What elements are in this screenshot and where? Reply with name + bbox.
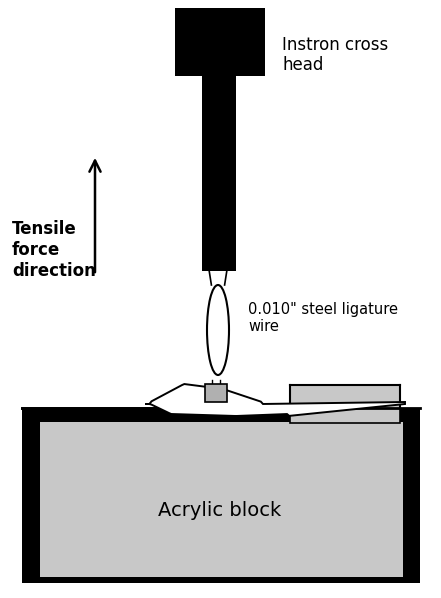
Bar xyxy=(40,422,403,577)
Text: 0.010" steel ligature
wire: 0.010" steel ligature wire xyxy=(248,302,398,334)
Bar xyxy=(205,384,227,402)
Ellipse shape xyxy=(207,285,229,375)
Bar xyxy=(202,76,236,271)
Text: Tensile
force
direction: Tensile force direction xyxy=(12,220,96,280)
Text: Instron cross
head: Instron cross head xyxy=(282,36,388,74)
Text: Acrylic block: Acrylic block xyxy=(158,501,282,520)
Bar xyxy=(290,385,400,423)
Bar xyxy=(175,8,265,76)
Bar xyxy=(22,408,420,583)
Polygon shape xyxy=(145,384,405,416)
